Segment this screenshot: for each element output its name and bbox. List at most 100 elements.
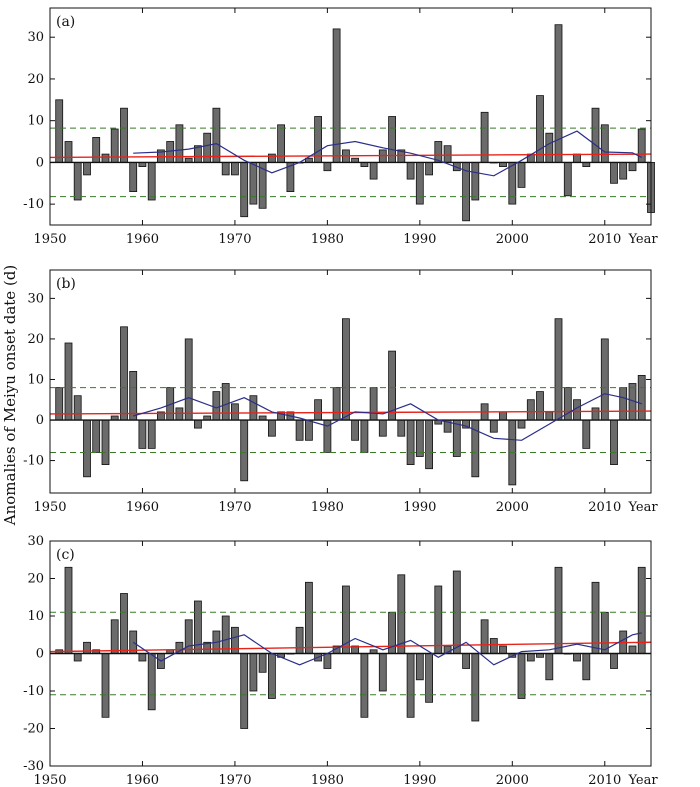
bar-1952 (64, 566, 73, 654)
bar-2002 (526, 399, 535, 421)
bar-1978 (304, 419, 313, 441)
bar-1952 (64, 342, 73, 421)
bar-1971 (240, 653, 249, 729)
bar-1967 (203, 132, 212, 163)
bar-1957 (110, 619, 119, 654)
bar-2007 (573, 653, 581, 662)
bar-2013 (628, 161, 637, 172)
bar-1953 (73, 653, 82, 662)
bar-2008 (582, 419, 591, 449)
bar-1970 (230, 161, 239, 176)
bar-1990 (415, 161, 424, 205)
x-tick-label: 1950 (33, 773, 66, 787)
bar-2005 (554, 566, 563, 654)
bars (55, 24, 655, 222)
bar-2009 (591, 407, 600, 421)
bar-1986 (378, 419, 387, 437)
bar-1980 (323, 161, 332, 172)
bar-1986 (378, 653, 387, 692)
bar-1985 (369, 387, 378, 421)
y-axis-label: Anomalies of Meiyu onset date (d) (1, 265, 19, 527)
bar-1966 (193, 419, 202, 429)
y-tick-label: 20 (27, 72, 44, 87)
bar-1974 (267, 419, 276, 437)
bar-2001 (517, 653, 526, 699)
bar-1969 (221, 383, 230, 421)
bar-1954 (83, 419, 91, 478)
bar-1961 (147, 161, 156, 201)
y-tick-label: 0 (36, 413, 44, 428)
x-tick-label: 2000 (496, 232, 529, 247)
bar-1995 (462, 653, 471, 669)
bar-1968 (212, 391, 221, 421)
x-tick-label: 1960 (126, 773, 159, 787)
bar-1973 (258, 653, 267, 673)
bar-1972 (249, 161, 258, 205)
y-tick-label: -10 (23, 684, 44, 699)
bar-1956 (101, 419, 110, 465)
bar-1956 (101, 153, 110, 163)
bar-1953 (73, 161, 82, 201)
bar-1972 (249, 653, 258, 692)
bars (55, 318, 646, 486)
bar-1982 (341, 318, 350, 421)
x-tick-label: 1970 (218, 773, 251, 787)
bar-1978 (304, 581, 313, 654)
bar-1968 (212, 107, 221, 163)
panel-label: (b) (56, 276, 76, 292)
chart-panel-3: -30 -20 -10 0 10 20 30 1950 1960 1970 1980 1990 2000… (23, 534, 658, 787)
bar-1994 (452, 419, 461, 457)
y-tick-label: 30 (27, 291, 44, 306)
bar-1951 (55, 99, 64, 163)
bar-2004 (545, 132, 554, 163)
bar-1979 (314, 399, 323, 421)
x-tick-label: 1980 (311, 500, 344, 515)
x-tick-label: 1980 (311, 232, 344, 247)
bar-1955 (92, 136, 101, 163)
y-tick-label: 10 (27, 372, 44, 387)
panel-label: (a) (56, 14, 75, 30)
bar-2005 (554, 24, 563, 163)
bar-1988 (397, 419, 406, 437)
y-tick-label: 30 (27, 30, 44, 45)
bar-1990 (415, 653, 424, 681)
bar-1996 (471, 653, 480, 722)
bar-1991 (425, 161, 434, 176)
x-tick-label: 1970 (218, 500, 251, 515)
bar-2014 (637, 374, 646, 421)
bar-1953 (73, 395, 82, 421)
y-tick-label: 0 (36, 155, 44, 170)
trend-line (49, 641, 652, 653)
bar-1977 (295, 419, 304, 441)
bar-1971 (240, 419, 249, 482)
x-tick-label: 1950 (33, 500, 66, 515)
bar-2004 (545, 653, 554, 681)
bar-1954 (83, 161, 91, 176)
bar-1959 (129, 370, 138, 421)
bar-1965 (184, 619, 193, 654)
plot-frame (49, 7, 652, 226)
bar-1951 (55, 387, 64, 421)
bar-2001 (517, 419, 526, 429)
bar-1981 (332, 28, 341, 163)
bar-2012 (619, 387, 628, 421)
bar-1958 (120, 593, 128, 654)
bar-1991 (425, 419, 434, 470)
y-tick-label: -10 (23, 197, 44, 212)
x-tick-label: 1990 (403, 500, 436, 515)
bar-1972 (249, 395, 258, 421)
bar-2001 (517, 161, 526, 188)
bar-1997 (480, 619, 489, 654)
bar-1961 (147, 419, 156, 449)
bar-1965 (184, 338, 193, 421)
y-tick-label: 20 (27, 332, 44, 347)
smoothed-curve (133, 393, 642, 441)
bar-1999 (499, 645, 507, 654)
x-tick-label: 1990 (403, 773, 436, 787)
bar-2003 (536, 95, 544, 163)
bars (55, 566, 646, 729)
bar-1989 (406, 161, 415, 180)
chart-panel-1: -10 0 10 20 30 1950 1960 1970 1980 1990 2000 2010 Ye… (23, 7, 658, 247)
y-tick-label: 10 (27, 114, 44, 129)
